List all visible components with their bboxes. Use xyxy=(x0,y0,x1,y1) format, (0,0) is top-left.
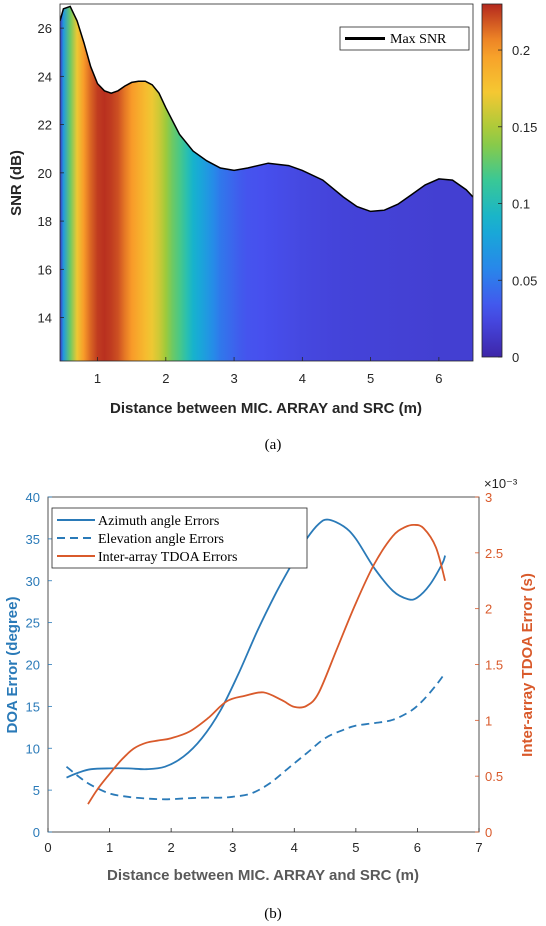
colorbar xyxy=(481,3,503,358)
x-tick-label-b: 1 xyxy=(106,840,113,855)
tdoa-error-line xyxy=(87,523,446,805)
colorbar-tick-label: 0 xyxy=(512,350,519,365)
y-tick-label-b-right: 1 xyxy=(485,713,492,728)
y-tick-label-a: 16 xyxy=(38,262,52,277)
legend-a: Max SNR xyxy=(339,26,470,51)
x-tick-label-b: 4 xyxy=(291,840,298,855)
plot-frame-a xyxy=(59,3,474,362)
x-tick-label-b: 7 xyxy=(475,840,482,855)
y-tick-label-b-left: 40 xyxy=(26,490,40,505)
y-tick-label-a: 22 xyxy=(38,118,52,133)
x-axis-label-b: Distance between MIC. ARRAY and SRC (m) xyxy=(107,867,419,884)
legend-box-a xyxy=(339,26,470,51)
y-tick-label-b-left: 35 xyxy=(26,532,40,547)
legend-b: Azimuth angle Errors Elevation angle Err… xyxy=(51,507,308,569)
x-tick-label-a: 1 xyxy=(94,371,101,386)
x-tick-label-a: 5 xyxy=(367,371,374,386)
y-tick-label-b-left: 0 xyxy=(33,825,40,840)
y-tick-label-b-left: 10 xyxy=(26,741,40,756)
y-tick-label-b-right: 2.5 xyxy=(485,546,503,561)
x-tick-label-b: 3 xyxy=(229,840,236,855)
y-tick-label-b-left: 25 xyxy=(26,616,40,631)
x-tick-label-a: 4 xyxy=(299,371,306,386)
y-axis-label-b-right: Inter-array TDOA Error (s) xyxy=(519,573,536,757)
colorbar-ticks: 0 0.05 0.1 0.15 0.2 xyxy=(498,43,537,365)
y-tick-label-b-left: 15 xyxy=(26,699,40,714)
colorbar-tick-label: 0.15 xyxy=(512,120,537,135)
y-tick-label-a: 18 xyxy=(38,214,52,229)
x-tick-label-b: 0 xyxy=(44,840,51,855)
x-tick-label-b: 2 xyxy=(168,840,175,855)
azimuth-error-line xyxy=(66,518,446,779)
y-axis-label-b-left: DOA Error (degree) xyxy=(4,597,21,734)
x-tick-label-b: 6 xyxy=(414,840,421,855)
y-tick-label-b-left: 5 xyxy=(33,783,40,798)
y-tick-label-b-right: 1.5 xyxy=(485,658,503,673)
colorbar-tick-label: 0.05 xyxy=(512,273,537,288)
y-tick-label-b-right: 0.5 xyxy=(485,769,503,784)
colorbar-tick-label: 0.2 xyxy=(512,43,530,58)
legend-label-azimuth: Azimuth angle Errors xyxy=(98,514,219,529)
y-axis-label-a: SNR (dB) xyxy=(8,150,25,216)
x-tick-label-b: 5 xyxy=(352,840,359,855)
y-tick-label-a: 26 xyxy=(38,21,52,36)
x-tick-label-a: 6 xyxy=(435,371,442,386)
elevation-error-line xyxy=(65,672,446,801)
y-tick-label-b-right: 2 xyxy=(485,602,492,617)
y-tick-label-b-right: 3 xyxy=(485,490,492,505)
legend-label-tdoa: Inter-array TDOA Errors xyxy=(98,550,237,565)
right-axis-exponent: ×10⁻³ xyxy=(484,476,518,491)
y-tick-label-a: 20 xyxy=(38,166,52,181)
axis-ticks-a: 1 2 3 4 5 6 14 16 18 20 22 24 26 xyxy=(38,21,443,386)
caption-b: (b) xyxy=(264,906,282,922)
legend-box-b xyxy=(51,507,308,569)
legend-label-elevation: Elevation angle Errors xyxy=(98,532,224,547)
snr-heatmap-chart: 1 2 3 4 5 6 14 16 18 20 22 24 26 Max SNR 0 0.05 0.1 0.1… xyxy=(8,3,537,453)
x-axis-label-a: Distance between MIC. ARRAY and SRC (m) xyxy=(110,400,422,417)
legend-label-max-snr: Max SNR xyxy=(390,32,447,47)
colorbar-tick-label: 0.1 xyxy=(512,197,530,212)
y-tick-label-b-left: 30 xyxy=(26,574,40,589)
max-snr-line xyxy=(60,5,473,213)
x-tick-label-a: 3 xyxy=(230,371,237,386)
y-tick-label-a: 14 xyxy=(38,311,52,326)
caption-a: (a) xyxy=(265,437,282,453)
y-tick-label-b-left: 20 xyxy=(26,658,40,673)
y-tick-label-a: 24 xyxy=(38,69,52,84)
y-tick-label-b-right: 0 xyxy=(485,825,492,840)
series-lines-b xyxy=(65,518,446,805)
x-tick-label-a: 2 xyxy=(162,371,169,386)
